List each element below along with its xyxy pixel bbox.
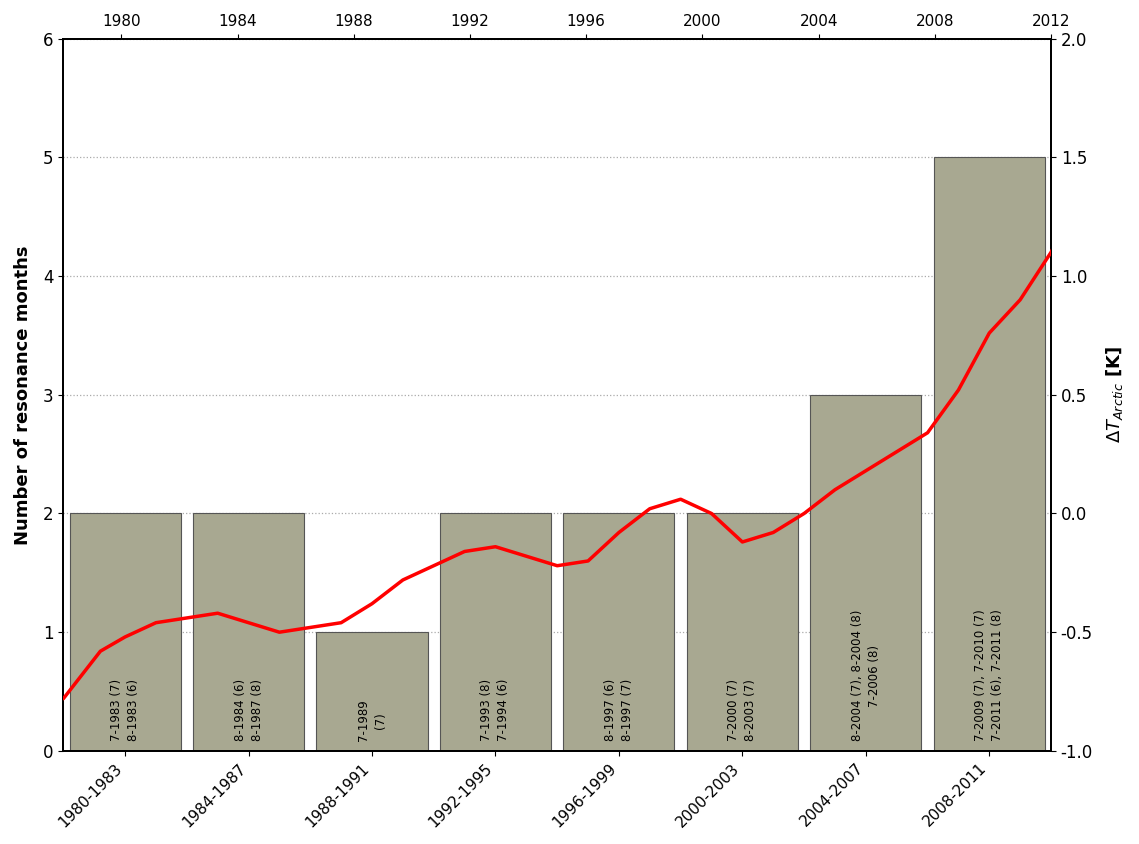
Y-axis label: Number of resonance months: Number of resonance months bbox=[14, 245, 32, 544]
Text: 8-1984 (6)
8-1987 (8): 8-1984 (6) 8-1987 (8) bbox=[233, 679, 263, 741]
Bar bbox=[192, 513, 304, 751]
Text: 7-1983 (7)
8-1983 (6): 7-1983 (7) 8-1983 (6) bbox=[110, 679, 140, 741]
Bar bbox=[934, 157, 1044, 751]
Y-axis label: $\Delta T_{Arctic}$ [K]: $\Delta T_{Arctic}$ [K] bbox=[1104, 346, 1125, 443]
Text: 7-1989
(7): 7-1989 (7) bbox=[357, 700, 387, 741]
Text: 7-2009 (7), 7-2010 (7)
7-2011 (6), 7-2011 (8): 7-2009 (7), 7-2010 (7) 7-2011 (6), 7-201… bbox=[974, 609, 1005, 741]
Text: 7-1993 (8)
7-1994 (6): 7-1993 (8) 7-1994 (6) bbox=[481, 679, 510, 741]
Bar bbox=[69, 513, 181, 751]
Text: 8-2004 (7), 8-2004 (8)
7-2006 (8): 8-2004 (7), 8-2004 (8) 7-2006 (8) bbox=[851, 610, 880, 741]
Text: 8-1997 (6)
8-1997 (7): 8-1997 (6) 8-1997 (7) bbox=[604, 679, 634, 741]
Text: 7-2000 (7)
8-2003 (7): 7-2000 (7) 8-2003 (7) bbox=[728, 679, 757, 741]
Bar bbox=[317, 632, 427, 751]
Bar bbox=[440, 513, 551, 751]
Bar bbox=[687, 513, 798, 751]
Bar bbox=[564, 513, 674, 751]
Bar bbox=[810, 395, 921, 751]
